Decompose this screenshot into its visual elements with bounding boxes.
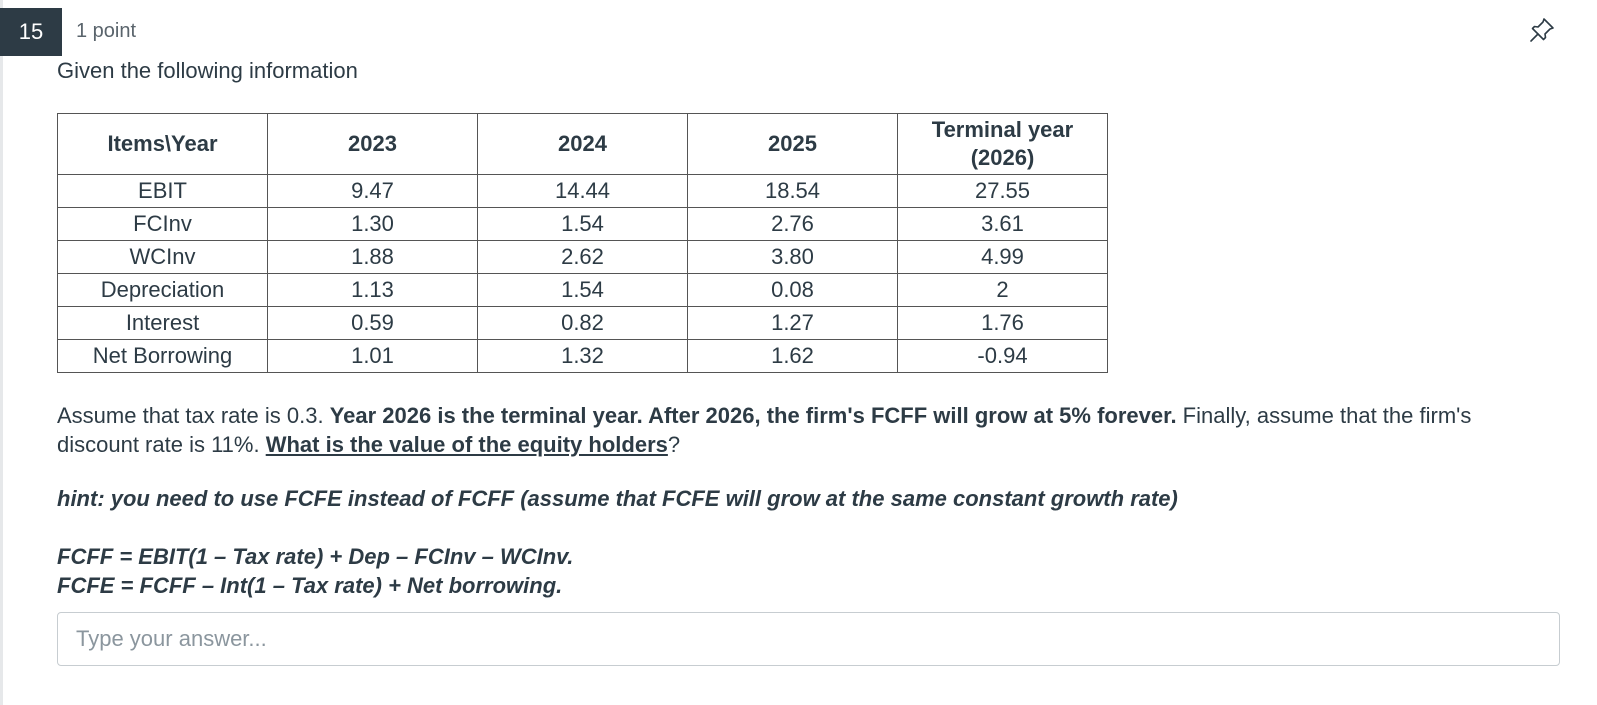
table-cell: 4.99 xyxy=(897,240,1108,274)
table-cell: 1.88 xyxy=(267,240,478,274)
table-cell: 1.27 xyxy=(687,306,898,340)
table-cell: 0.08 xyxy=(687,273,898,307)
question-paragraph: Assume that tax rate is 0.3. Year 2026 i… xyxy=(57,401,1547,459)
row-label: Net Borrowing xyxy=(57,339,268,373)
table-header-cell: 2025 xyxy=(687,113,898,175)
row-label: Depreciation xyxy=(57,273,268,307)
table-cell: 3.61 xyxy=(897,207,1108,241)
table-row: Depreciation 1.13 1.54 0.08 2 xyxy=(57,273,1108,307)
paragraph-bold-text: Year 2026 is the terminal year. After 20… xyxy=(329,403,1177,428)
fcfe-formula: FCFE = FCFF – Int(1 – Tax rate) + Net bo… xyxy=(57,573,563,598)
row-label: EBIT xyxy=(57,174,268,208)
table-row: EBIT 9.47 14.44 18.54 27.55 xyxy=(57,174,1108,208)
question-number: 15 xyxy=(0,8,62,56)
paragraph-text: ? xyxy=(667,432,681,457)
pin-icon[interactable] xyxy=(1528,16,1556,44)
table-cell: 18.54 xyxy=(687,174,898,208)
table-cell: 14.44 xyxy=(477,174,688,208)
table-header-cell: Items\Year xyxy=(57,113,268,175)
table-row: FCInv 1.30 1.54 2.76 3.61 xyxy=(57,207,1108,241)
table-row: Net Borrowing 1.01 1.32 1.62 -0.94 xyxy=(57,339,1108,373)
table-cell: 1.54 xyxy=(477,207,688,241)
paragraph-question-emphasis: What is the value of the equity holders xyxy=(265,432,668,457)
table-cell: 3.80 xyxy=(687,240,898,274)
row-label: Interest xyxy=(57,306,268,340)
question-left-border xyxy=(0,0,3,705)
table-header-cell: 2023 xyxy=(267,113,478,175)
table-cell: 0.59 xyxy=(267,306,478,340)
fcff-formula: FCFF = EBIT(1 – Tax rate) + Dep – FCInv … xyxy=(57,544,574,569)
table-cell: 1.30 xyxy=(267,207,478,241)
row-label: FCInv xyxy=(57,207,268,241)
table-row: WCInv 1.88 2.62 3.80 4.99 xyxy=(57,240,1108,274)
table-cell: 2.76 xyxy=(687,207,898,241)
table-cell: 1.32 xyxy=(477,339,688,373)
paragraph-text: Finally, assume that the firm's discount… xyxy=(57,403,1472,457)
table-cell: 1.62 xyxy=(687,339,898,373)
table-cell: 2.62 xyxy=(477,240,688,274)
paragraph-text: Assume that tax rate is 0.3. xyxy=(57,403,330,428)
question-intro: Given the following information xyxy=(57,58,358,83)
question-hint: hint: you need to use FCFE instead of FC… xyxy=(57,486,1178,511)
table-cell: 1.01 xyxy=(267,339,478,373)
financial-data-table: Items\Year 2023 2024 2025 Terminal year … xyxy=(57,113,1108,373)
table-cell: 27.55 xyxy=(897,174,1108,208)
table-header-cell: Terminal year (2026) xyxy=(897,113,1108,175)
table-cell: 9.47 xyxy=(267,174,478,208)
table-cell: 1.13 xyxy=(267,273,478,307)
question-points: 1 point xyxy=(76,20,137,42)
row-label: WCInv xyxy=(57,240,268,274)
table-header-row: Items\Year 2023 2024 2025 Terminal year … xyxy=(57,113,1108,175)
table-header-cell: 2024 xyxy=(477,113,688,175)
table-row: Interest 0.59 0.82 1.27 1.76 xyxy=(57,306,1108,340)
table-cell: 1.76 xyxy=(897,306,1108,340)
table-cell: 0.82 xyxy=(477,306,688,340)
table-cell: 2 xyxy=(897,273,1108,307)
answer-input[interactable] xyxy=(57,612,1560,666)
table-cell: -0.94 xyxy=(897,339,1108,373)
table-cell: 1.54 xyxy=(477,273,688,307)
